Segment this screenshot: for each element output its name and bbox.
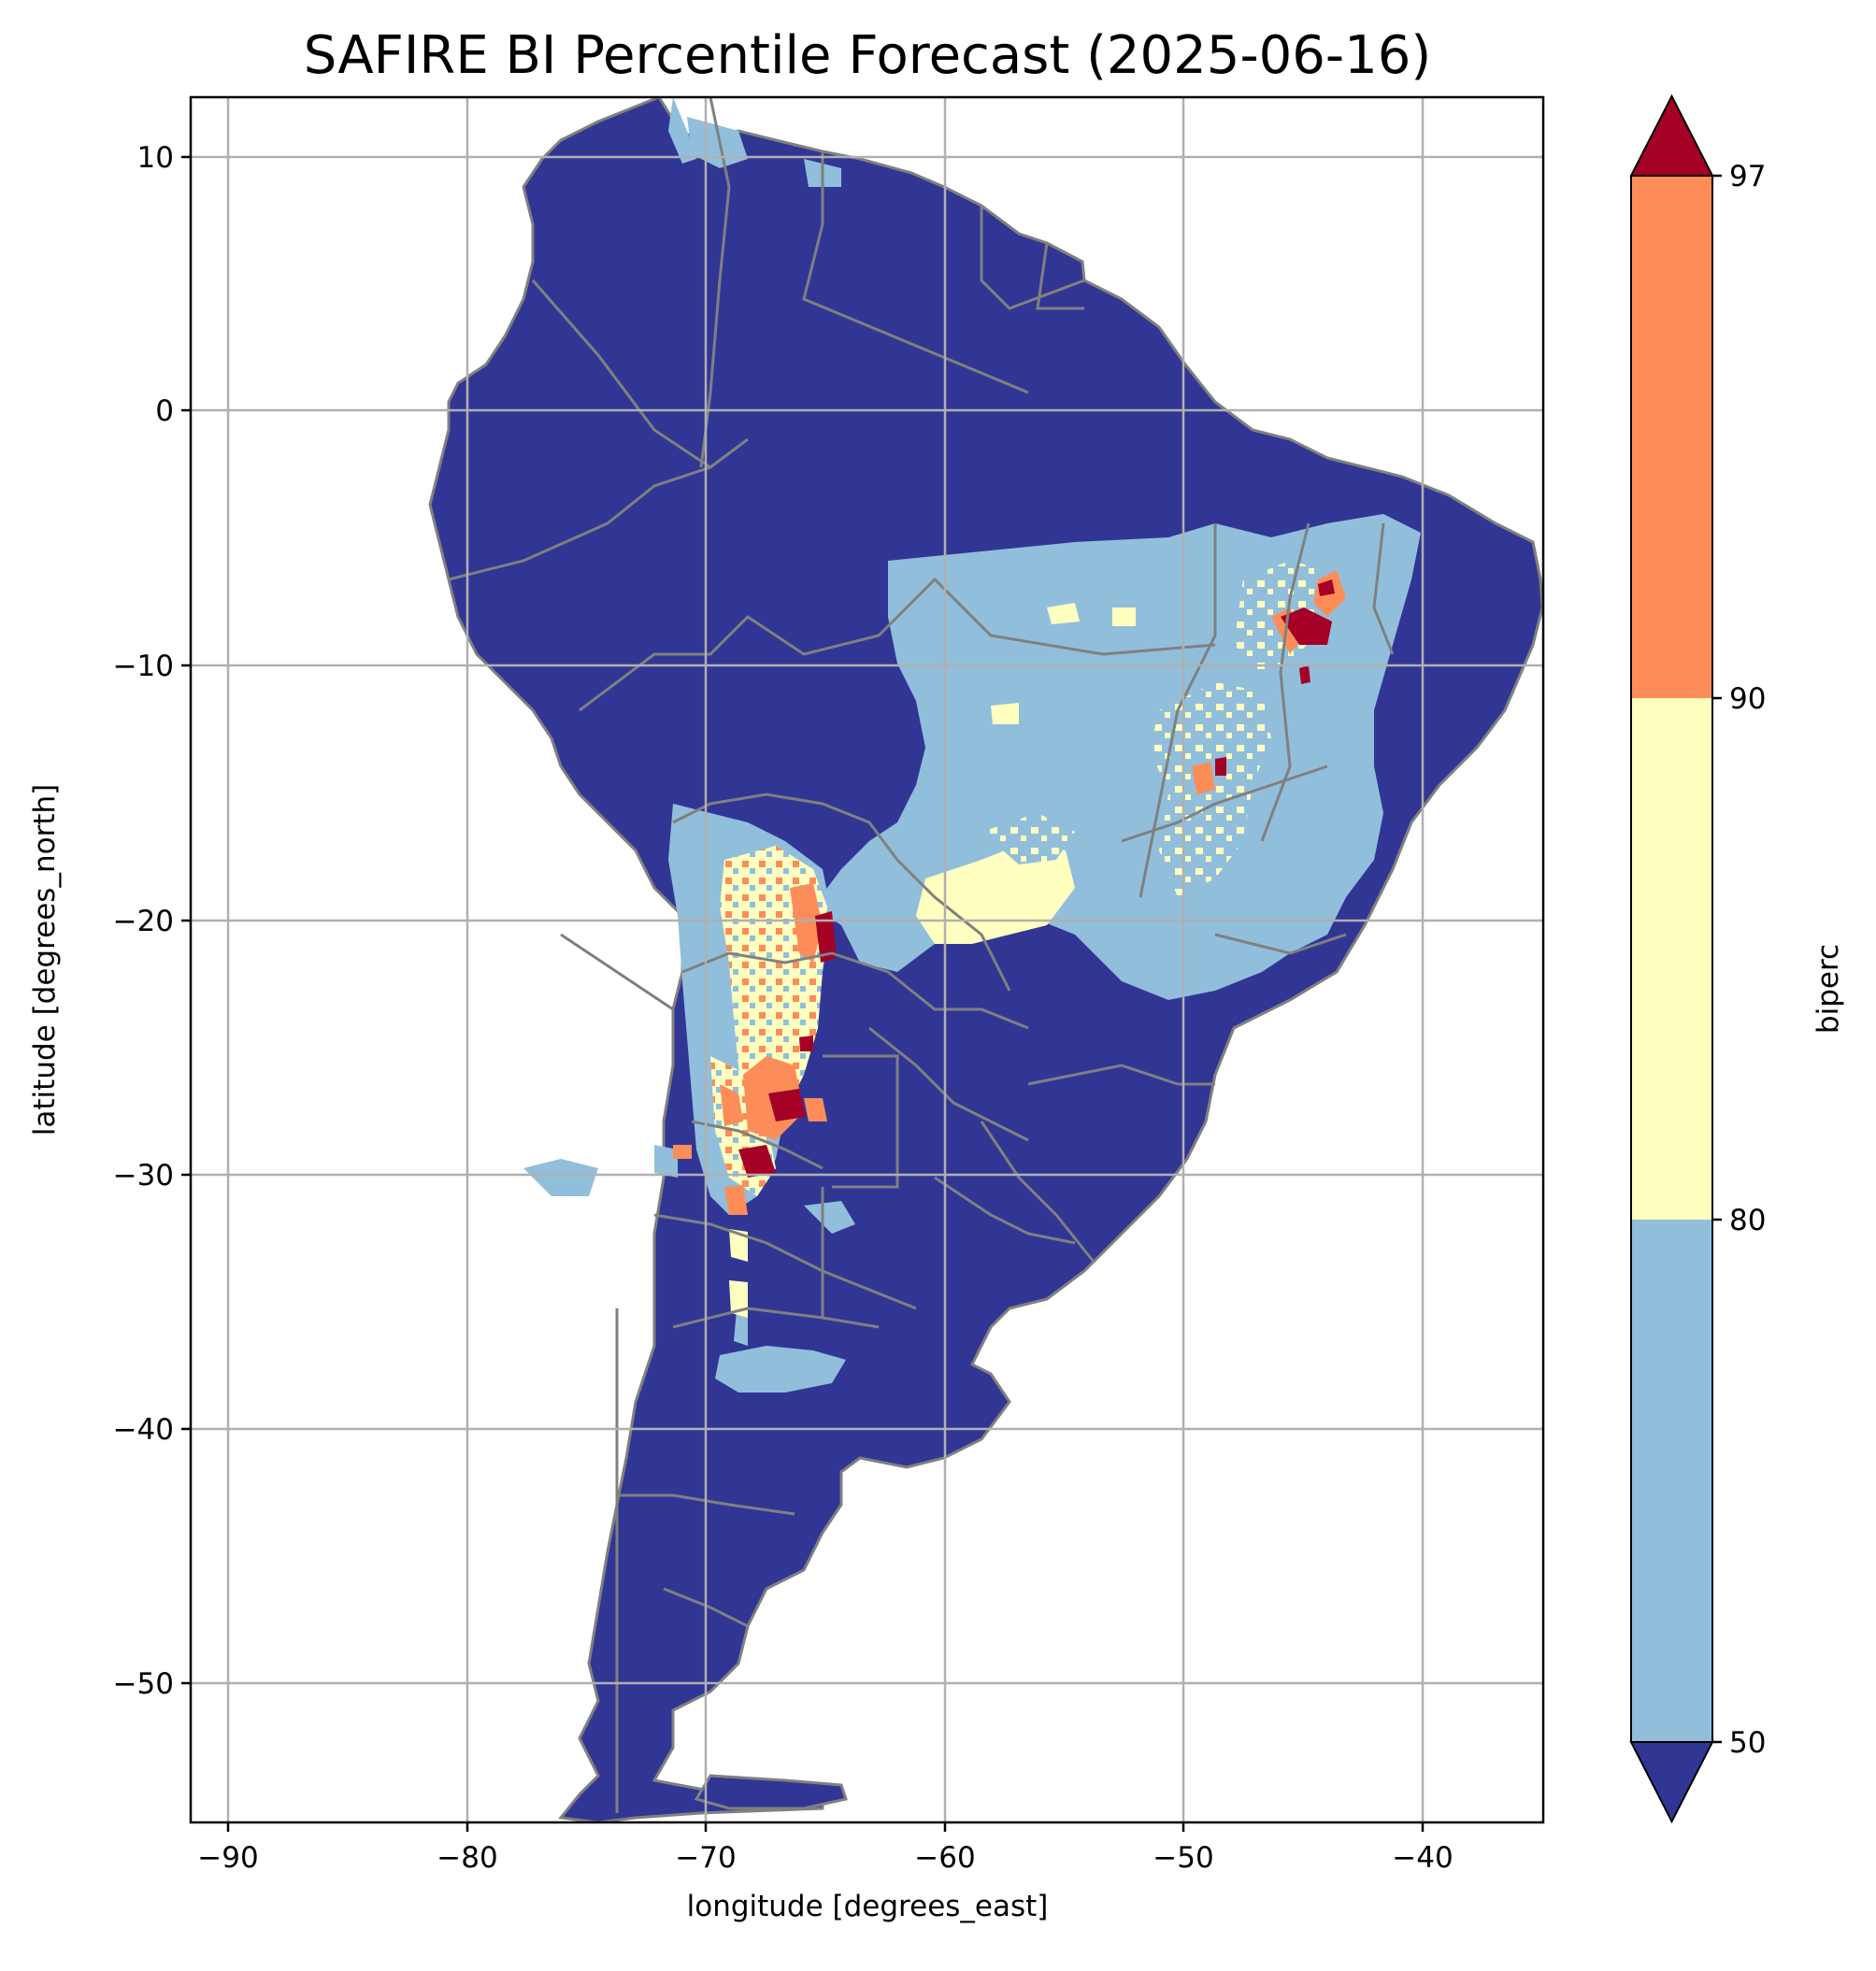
colorbar-tick-label: 97 [1729, 160, 1766, 193]
colorbar-tick-label: 90 [1729, 682, 1766, 716]
y-tick-label: −50 [113, 1667, 174, 1701]
chart-title: SAFIRE BI Percentile Forecast (2025-06-1… [304, 25, 1431, 86]
colorbar-under-triangle [1629, 1741, 1714, 1824]
y-tick-label: −40 [113, 1413, 174, 1447]
x-tick-label: −40 [1392, 1841, 1453, 1875]
colorbar-label: biperc [1812, 944, 1845, 1034]
gridlines [191, 97, 1543, 1822]
colorbar-band-80-90 [1631, 698, 1712, 1220]
map-axes: −90 −80 −70 −60 −50 −40 longitude [degre… [28, 95, 1545, 1923]
x-tick-label: −70 [675, 1841, 736, 1875]
x-tick-label: −90 [197, 1841, 258, 1875]
tierra-del-fuego [694, 1774, 848, 1810]
colorbar-tick-label: 50 [1729, 1726, 1766, 1760]
x-tick-label: −50 [1153, 1841, 1213, 1875]
axes-frame [189, 95, 1545, 1824]
y-tick-label: 10 [137, 141, 174, 175]
x-tick-label: −80 [437, 1841, 497, 1875]
colorbar-tick-label: 80 [1729, 1204, 1766, 1237]
country-borders [448, 97, 1395, 1813]
y-tick-label: −20 [113, 905, 174, 938]
colorbar-over-triangle [1629, 93, 1714, 177]
y-axis-label: latitude [degrees_north] [28, 784, 62, 1135]
colorbar-band-90-97 [1631, 176, 1712, 698]
x-tick-label: −60 [914, 1841, 975, 1875]
colorbar-band-50-80 [1631, 1220, 1712, 1742]
x-axis-label: longitude [degrees_east] [687, 1890, 1049, 1923]
y-axis: 10 0 −10 −20 −30 −40 −50 latitude [degre… [28, 141, 191, 1701]
colorbar-frame [1630, 175, 1713, 1743]
map-layer [428, 97, 1543, 1822]
percentile-over-97-region [738, 579, 1335, 1178]
y-tick-label: −10 [113, 650, 174, 683]
y-tick-label: −30 [113, 1159, 174, 1193]
y-tick-label: 0 [155, 394, 174, 428]
colorbar: 97 90 80 50 biperc [1629, 93, 1845, 1824]
x-axis: −90 −80 −70 −60 −50 −40 longitude [degre… [197, 1822, 1454, 1923]
